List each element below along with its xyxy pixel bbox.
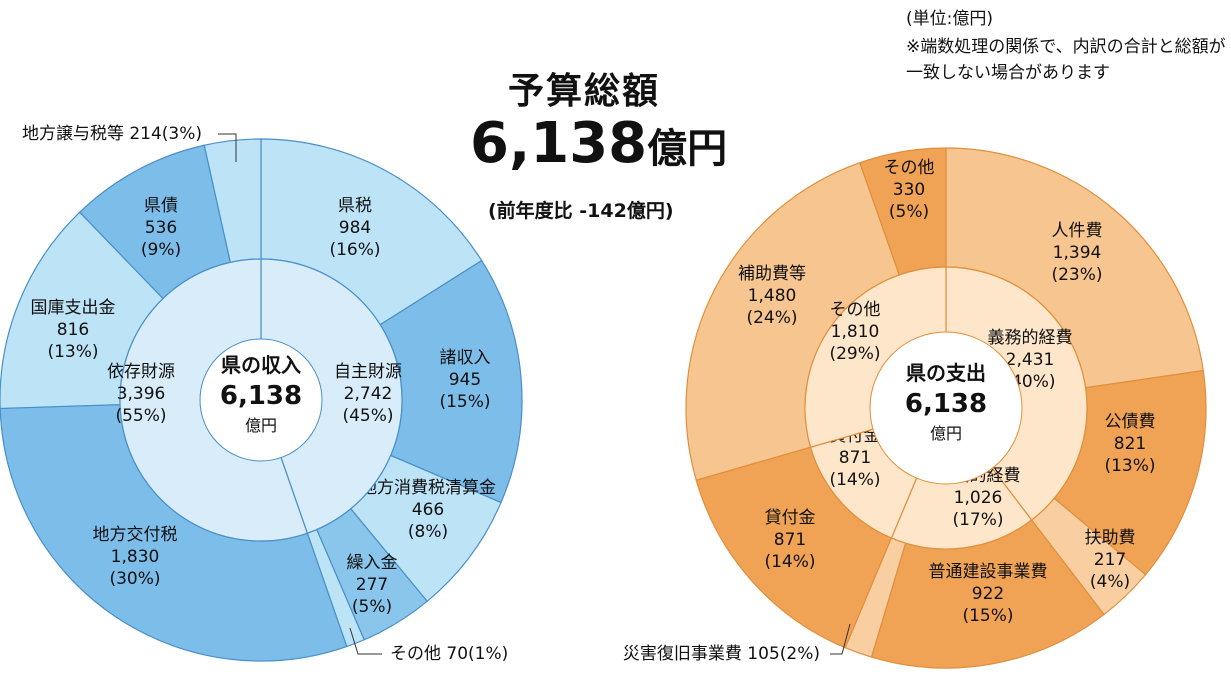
callout-label: 地方譲与税等 214(3%): [22, 124, 202, 144]
total-title: 予算総額: [508, 71, 661, 112]
callout-leader: [830, 623, 851, 655]
expenditure-donut: 人件費 1,394 (23%) 公債費 821 (13%) 扶助費 217 (4%) 普通建設事業…: [685, 147, 1207, 669]
callout-label: 災害復旧事業費 105(2%): [623, 644, 820, 664]
center-label: 県の支出 6,138 億円: [905, 361, 987, 443]
outer-slice-label: 県債 536 (9%): [141, 196, 181, 260]
outer-slice-label: 地方交付税 1,830 (30%): [93, 525, 178, 589]
outer-slice-label: 貸付金 871 (14%): [764, 508, 815, 572]
total-amount-unit: 億円: [647, 126, 728, 172]
total-comparison: (前年度比 -142億円): [488, 200, 674, 222]
outer-slice-label: 公債費 821 (13%): [1104, 412, 1155, 476]
unit-note: (単位:億円): [906, 9, 993, 29]
outer-slice-label: 地方消費税清算金 466 (8%): [360, 478, 496, 542]
outer-slice-label: 扶助費 217 (4%): [1085, 528, 1136, 592]
donut-center: [199, 338, 323, 462]
outer-slice-label: 諸収入 945 (15%): [439, 348, 490, 412]
outer-slice-label: 県税 984 (16%): [329, 196, 380, 260]
outer-slice-label: 人件費 1,394 (23%): [1051, 221, 1102, 285]
callout-group: その他 70(1%) 地方譲与税等 214(3%) 災害復旧事業費 105(2%): [22, 124, 851, 664]
callout-leader: [218, 133, 237, 162]
inner-slice-label: 依存財源 3,396 (55%): [107, 362, 175, 426]
center-label: 県の収入 6,138 億円: [220, 353, 302, 435]
outer-slice-label: 国庫支出金 816 (13%): [31, 298, 116, 362]
inner-slice-label: その他 1,810 (29%): [829, 300, 880, 364]
total-amount: 6,138億円: [470, 112, 727, 181]
inner-slice-label: 自主財源 2,742 (45%): [334, 362, 402, 426]
total-amount-value: 6,138: [470, 111, 648, 176]
donut-center: [869, 331, 1023, 485]
rounding-note: ※端数処理の関係で、内訳の合計と総額が一致しない場合があります: [906, 37, 1226, 83]
callout-label: その他 70(1%): [390, 644, 508, 664]
outer-slice-label: 繰入金 277 (5%): [347, 553, 398, 617]
outer-slice-label: 普通建設事業費 922 (15%): [929, 562, 1048, 626]
outer-slice-label: 補助費等 1,480 (24%): [738, 264, 806, 328]
callout-leader: [349, 627, 382, 655]
outer-slice-label: その他 330 (5%): [884, 158, 935, 222]
revenue-donut: 県税 984 (16%) 諸収入 945 (15%) 地方消費税清算金 466 (8%) 繰入金 2…: [0, 138, 523, 662]
